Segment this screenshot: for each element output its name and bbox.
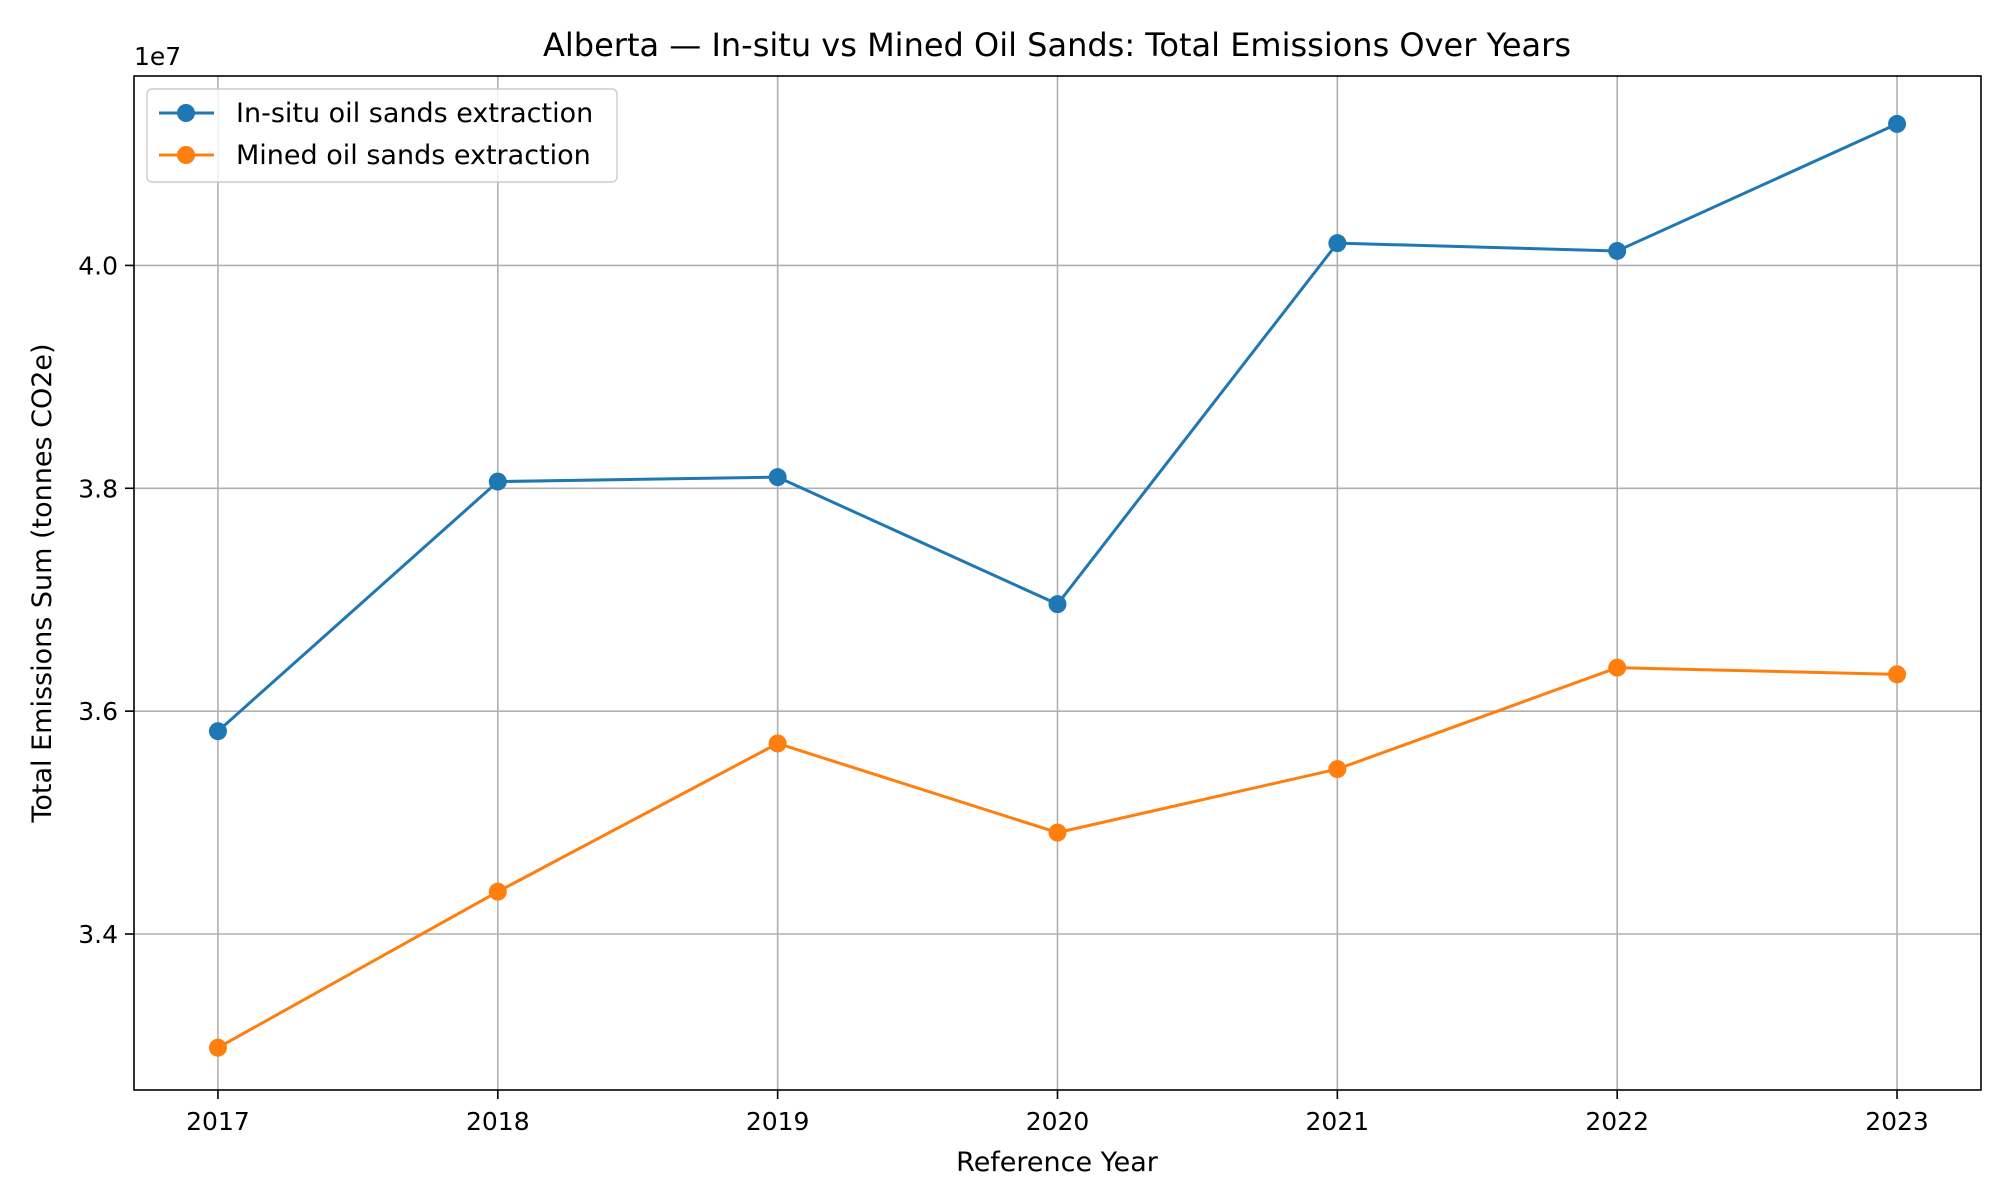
legend-marker-mined: [177, 146, 195, 164]
data-point-mined: [768, 734, 787, 753]
chart-title: Alberta — In-situ vs Mined Oil Sands: To…: [543, 26, 1571, 64]
y-tick-label: 4.0: [78, 251, 118, 280]
x-axis: 2017 2018 2019 2020 2021 2022 2023: [186, 1090, 1929, 1136]
legend-label-mined: Mined oil sands extraction: [236, 140, 591, 171]
series-layer: [208, 114, 1907, 1057]
x-tick-label: 2023: [1865, 1107, 1929, 1136]
data-point-in-situ: [488, 472, 507, 491]
data-point-in-situ: [208, 722, 227, 741]
y-axis-label: Total Emissions Sum (tonnes CO2e): [27, 343, 58, 823]
legend-frame: [146, 88, 618, 183]
x-tick-label: 2022: [1585, 1107, 1649, 1136]
data-point-in-situ: [768, 468, 787, 487]
y-tick-label: 3.8: [78, 474, 118, 503]
x-tick-label: 2019: [746, 1107, 810, 1136]
x-axis-label: Reference Year: [956, 1147, 1159, 1178]
y-axis: 3.4 3.6 3.8 4.0: [78, 251, 134, 949]
data-point-mined: [1048, 823, 1067, 842]
data-point-in-situ: [1608, 241, 1627, 260]
legend-marker-in-situ: [177, 104, 195, 122]
y-tick-label: 3.4: [78, 920, 118, 949]
x-tick-label: 2017: [186, 1107, 250, 1136]
data-point-mined: [488, 882, 507, 901]
data-point-mined: [1328, 760, 1347, 779]
x-tick-label: 2018: [466, 1107, 530, 1136]
data-point-mined: [1888, 665, 1907, 684]
data-point-in-situ: [1328, 234, 1347, 253]
x-tick-label: 2020: [1026, 1107, 1090, 1136]
y-offset-label: 1e7: [134, 42, 181, 71]
y-tick-label: 3.6: [78, 697, 118, 726]
data-point-in-situ: [1888, 114, 1907, 133]
data-point-in-situ: [1048, 595, 1067, 614]
data-point-mined: [208, 1038, 227, 1057]
legend: In-situ oil sands extraction Mined oil s…: [146, 88, 618, 183]
x-tick-label: 2021: [1306, 1107, 1370, 1136]
legend-label-in-situ: In-situ oil sands extraction: [236, 98, 593, 129]
data-point-mined: [1608, 658, 1627, 677]
